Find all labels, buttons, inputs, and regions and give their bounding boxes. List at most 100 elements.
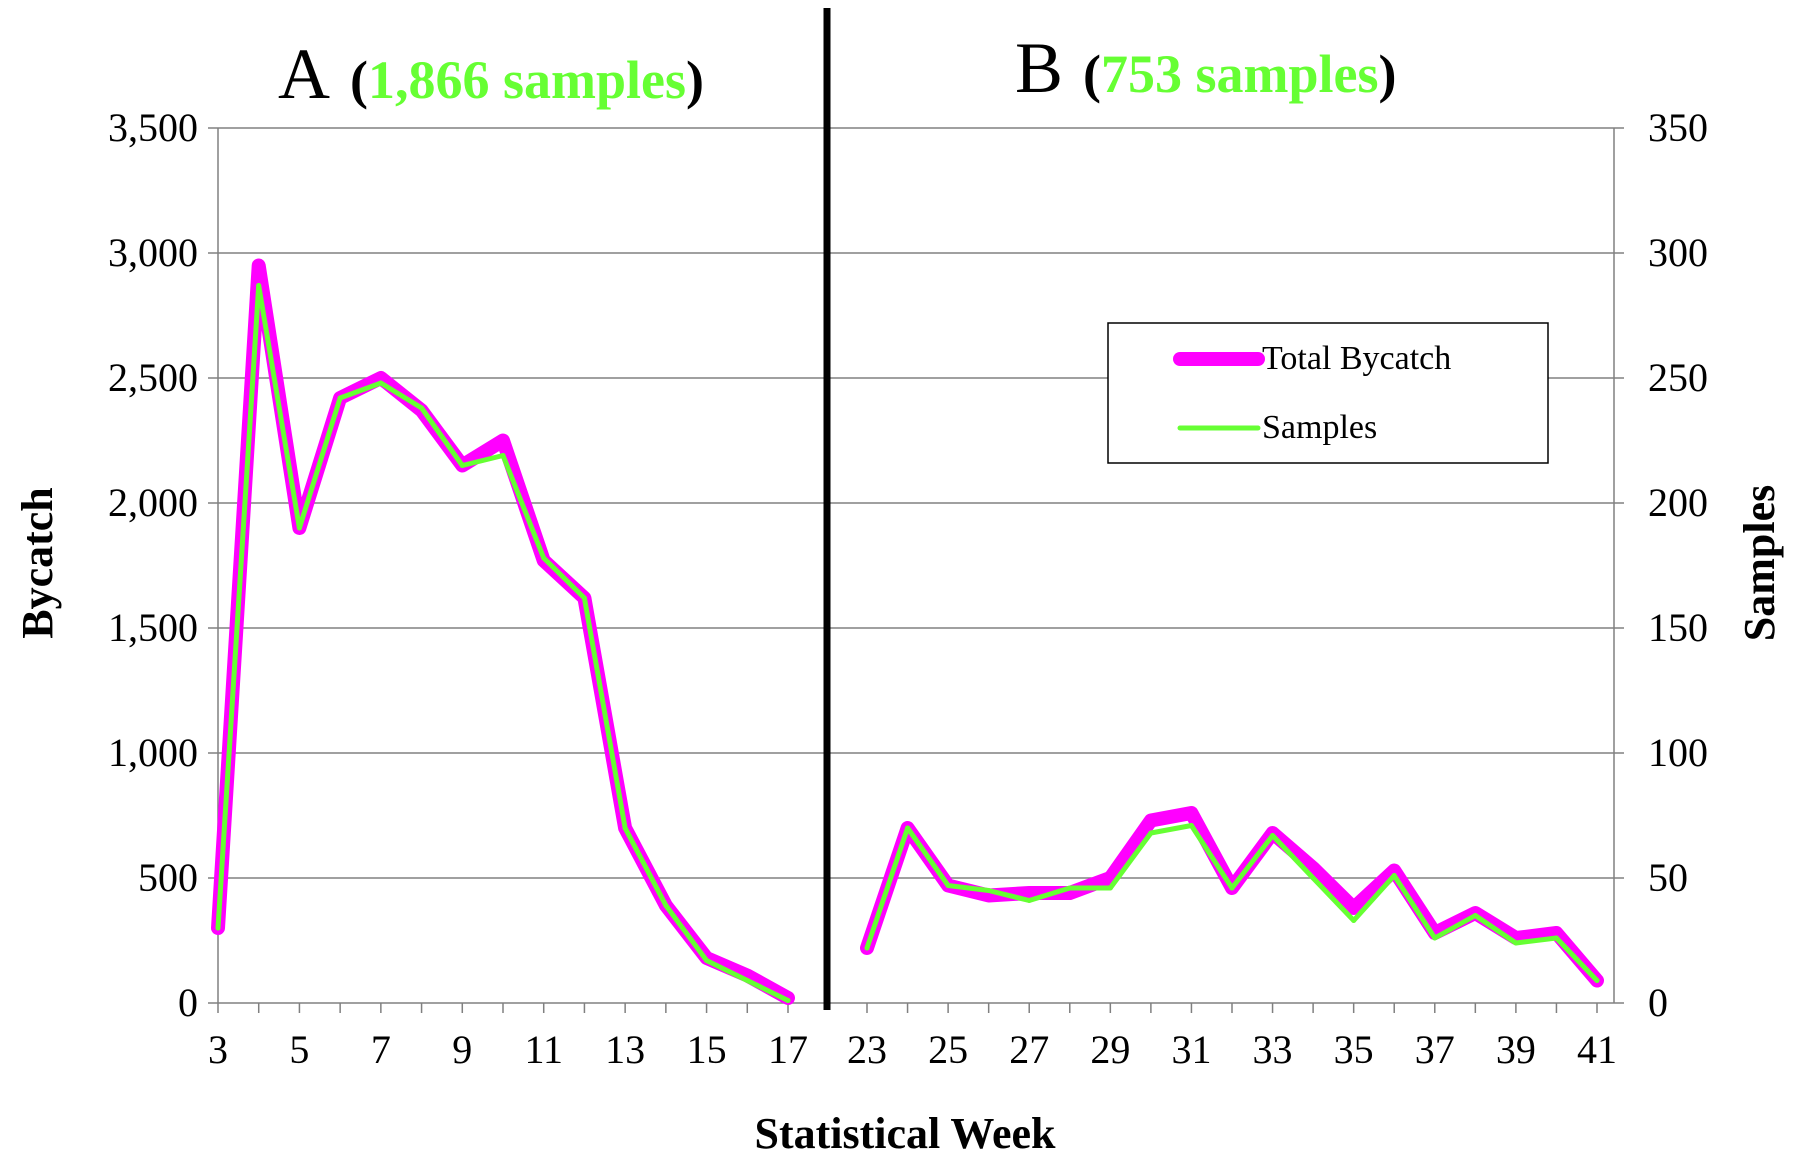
left-tick-label: 3,000 [108, 230, 198, 275]
x-tick-label: 11 [524, 1027, 563, 1072]
x-tick-label: 33 [1253, 1027, 1293, 1072]
x-tick-label: 39 [1496, 1027, 1536, 1072]
data-point-samples [1391, 873, 1397, 878]
data-point-samples [1513, 940, 1519, 946]
x-tick-label: 7 [371, 1027, 391, 1072]
series-line-total-bycatch-panel-b [860, 806, 1604, 988]
panel-a-letter: A [278, 34, 330, 114]
x-axis-tick-labels: 3 5 7 9 11 13 15 17 23 25 27 29 31 33 35 37 39 41 [208, 1027, 1617, 1072]
data-point-samples [622, 825, 628, 831]
data-point-samples [378, 380, 384, 386]
data-point-samples [1472, 913, 1478, 918]
right-tick-label: 100 [1648, 730, 1708, 775]
panel-b-paren-open: ( [1083, 44, 1101, 104]
data-point-samples [1229, 885, 1235, 891]
x-tick-label: 15 [687, 1027, 727, 1072]
right-tick-label: 250 [1648, 355, 1708, 400]
data-point-samples [459, 463, 465, 468]
data-point-total-bycatch [1185, 807, 1198, 819]
x-tick-label: 29 [1090, 1027, 1130, 1072]
data-point-samples [785, 998, 791, 1003]
left-tick-label: 2,500 [108, 355, 198, 400]
data-point-samples [581, 595, 587, 601]
x-tick-label: 31 [1171, 1027, 1211, 1072]
x-tick-label: 5 [289, 1027, 309, 1072]
panel-b-title: B (753 samples) [1015, 28, 1397, 108]
right-axis-title: Samples [1735, 485, 1784, 641]
x-tick-label: 17 [768, 1027, 808, 1072]
data-point-total-bycatch [374, 372, 387, 384]
data-point-samples [1026, 898, 1032, 903]
right-tick-label: 200 [1648, 480, 1708, 525]
data-point-samples [704, 958, 710, 963]
data-point-samples [864, 945, 870, 951]
data-point-samples [744, 978, 750, 983]
x-axis-title: Statistical Week [754, 1109, 1056, 1156]
axes [208, 127, 1624, 1013]
x-tick-label: 3 [208, 1027, 228, 1072]
data-point-total-bycatch [497, 434, 509, 447]
data-point-total-bycatch [1388, 864, 1401, 877]
data-point-samples [215, 925, 221, 931]
data-point-samples [1188, 823, 1194, 828]
left-tick-label: 1,500 [108, 605, 198, 650]
data-point-samples [1310, 875, 1316, 881]
x-tick-label: 37 [1415, 1027, 1455, 1072]
data-point-total-bycatch [1144, 814, 1157, 827]
x-tick-label: 27 [1009, 1027, 1049, 1072]
right-tick-label: 350 [1648, 105, 1708, 150]
data-point-samples [1594, 978, 1600, 983]
data-point-samples [500, 453, 506, 458]
legend-label-total-bycatch: Total Bycatch [1262, 340, 1451, 377]
data-point-samples [1432, 935, 1438, 941]
left-axis-title: Bycatch [13, 487, 62, 639]
series-line-samples-panel-b [864, 823, 1600, 983]
data-point-total-bycatch [1023, 887, 1036, 899]
data-point-samples [1351, 918, 1357, 923]
panel-b-letter: B [1015, 28, 1063, 108]
data-point-samples [296, 525, 302, 531]
right-tick-label: 150 [1648, 605, 1708, 650]
left-tick-label: 500 [138, 855, 198, 900]
gridlines [218, 127, 1614, 879]
panel-a-paren-open: ( [350, 50, 368, 110]
data-point-total-bycatch [252, 259, 265, 272]
left-tick-label: 1,000 [108, 730, 198, 775]
x-tick-label: 9 [452, 1027, 472, 1072]
left-tick-label: 0 [178, 980, 198, 1025]
right-tick-label: 300 [1648, 230, 1708, 275]
x-tick-label: 13 [605, 1027, 645, 1072]
data-point-samples [1107, 885, 1113, 891]
right-tick-label: 0 [1648, 980, 1668, 1025]
data-point-samples [945, 883, 951, 888]
data-point-samples [337, 395, 343, 401]
x-tick-label: 25 [928, 1027, 968, 1072]
panel-b-sample-count: 753 samples [1101, 44, 1379, 104]
series-line-total-bycatch-panel-a [211, 258, 795, 1005]
data-point-samples [986, 888, 992, 893]
panel-b-paren-close: ) [1379, 44, 1397, 104]
data-point-samples [1067, 885, 1073, 891]
data-point-samples [905, 825, 911, 831]
x-tick-label: 41 [1577, 1027, 1617, 1072]
data-point-samples [541, 555, 547, 561]
right-tick-label: 50 [1648, 855, 1688, 900]
panel-a-paren-close: ) [686, 50, 704, 110]
data-point-samples [1270, 833, 1276, 838]
data-point-samples [663, 903, 669, 908]
data-point-total-bycatch [1307, 862, 1320, 874]
x-tick-label: 35 [1334, 1027, 1374, 1072]
data-point-total-bycatch [1347, 902, 1360, 914]
x-tick-label: 23 [847, 1027, 887, 1072]
data-point-samples [256, 283, 262, 288]
data-point-samples [1553, 935, 1559, 941]
series-line-samples-panel-a [215, 283, 791, 1003]
right-axis-tick-labels: 0 50 100 150 200 250 300 350 [1648, 105, 1708, 1025]
data-point-samples [419, 405, 425, 411]
legend-label-samples: Samples [1262, 409, 1377, 446]
left-tick-label: 3,500 [108, 105, 198, 150]
data-point-samples [1148, 830, 1154, 836]
left-tick-label: 2,000 [108, 480, 198, 525]
panel-a-sample-count: 1,866 samples [368, 50, 686, 110]
